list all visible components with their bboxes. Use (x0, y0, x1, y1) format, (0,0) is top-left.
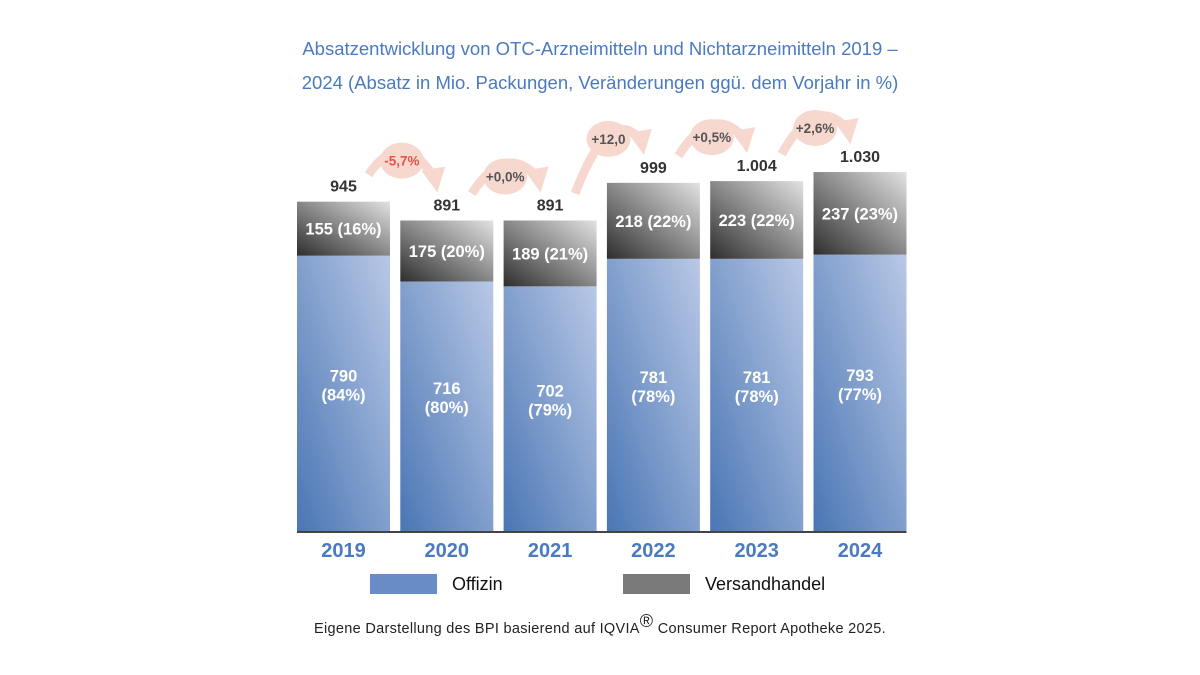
label-offizin-value: 781 (640, 369, 668, 387)
bar-versandhandel (297, 201, 390, 256)
bar-offizin (400, 281, 494, 531)
registered-mark: ® (639, 611, 654, 631)
arrowhead-icon (834, 118, 859, 145)
label-offizin-value: 793 (846, 367, 874, 385)
change-bubble (586, 120, 631, 157)
label-offizin-share: (80%) (425, 399, 469, 417)
footnote: Eigene Darstellung des BPI basierend auf… (0, 611, 1200, 637)
chart-title-line-1: Absatzentwicklung von OTC-Arzneimitteln … (302, 38, 898, 59)
bar-versandhandel (813, 172, 907, 255)
label-total: 945 (330, 179, 357, 196)
bar-offizin (503, 286, 597, 531)
bar-versandhandel (710, 181, 804, 259)
footnote-text: Eigene Darstellung des BPI basierend auf… (314, 621, 640, 637)
arrowhead-icon (421, 166, 446, 193)
label-versandhandel: 223 (22%) (719, 212, 795, 230)
label-offizin-share: (79%) (528, 402, 572, 420)
change-bubble (793, 110, 838, 147)
change-label: +2,6% (796, 121, 835, 136)
label-total: 999 (640, 160, 667, 177)
bar-offizin (297, 255, 390, 531)
label-versandhandel: 175 (20%) (409, 243, 485, 261)
bar-versandhandel (503, 220, 597, 287)
legend-swatch-offizin (370, 574, 437, 594)
x-tick-label: 2023 (734, 540, 779, 562)
change-bubble (379, 142, 424, 179)
label-total: 891 (537, 197, 564, 214)
arrowhead-icon (524, 166, 549, 193)
label-versandhandel: 189 (21%) (512, 245, 588, 263)
change-bubble (689, 119, 734, 156)
legend-label-versandhandel: Versandhandel (705, 574, 825, 594)
change-label: +12,0 (591, 132, 625, 147)
arrowhead-icon (731, 127, 756, 154)
legend-swatch-versandhandel (623, 574, 690, 594)
footnote-text-end: Consumer Report Apotheke 2025. (653, 621, 886, 637)
change-label: +0,5% (692, 130, 731, 145)
label-total: 891 (433, 197, 460, 214)
x-tick-label: 2024 (838, 540, 883, 562)
chart-title-line-2: 2024 (Absatz in Mio. Packungen, Veränder… (301, 72, 899, 93)
x-tick-label: 2020 (425, 540, 470, 562)
label-offizin-value: 716 (433, 380, 461, 398)
bar-offizin (606, 258, 700, 531)
label-offizin-value: 781 (743, 369, 771, 387)
arrowhead-icon (627, 128, 652, 155)
x-tick-label: 2019 (321, 540, 366, 562)
change-bubble (483, 158, 528, 195)
label-offizin-value: 702 (536, 383, 564, 401)
x-tick-label: 2021 (528, 540, 573, 562)
legend-label-offizin: Offizin (452, 574, 503, 594)
bar-versandhandel (400, 220, 494, 282)
label-versandhandel: 155 (16%) (305, 221, 381, 239)
x-tick-label: 2022 (631, 540, 676, 562)
label-offizin-value: 790 (330, 367, 358, 385)
label-offizin-share: (77%) (838, 386, 882, 404)
label-versandhandel: 218 (22%) (615, 213, 691, 231)
label-versandhandel: 237 (23%) (822, 205, 898, 223)
change-label: +0,0% (486, 169, 525, 184)
label-total: 1.030 (840, 149, 880, 166)
bar-offizin (813, 254, 907, 531)
change-label: -5,7% (384, 154, 419, 169)
bar-versandhandel (606, 182, 700, 259)
label-offizin-share: (84%) (321, 386, 365, 404)
bar-offizin (710, 258, 804, 531)
label-offizin-share: (78%) (631, 388, 675, 406)
label-total: 1.004 (737, 158, 777, 175)
label-offizin-share: (78%) (735, 388, 779, 406)
